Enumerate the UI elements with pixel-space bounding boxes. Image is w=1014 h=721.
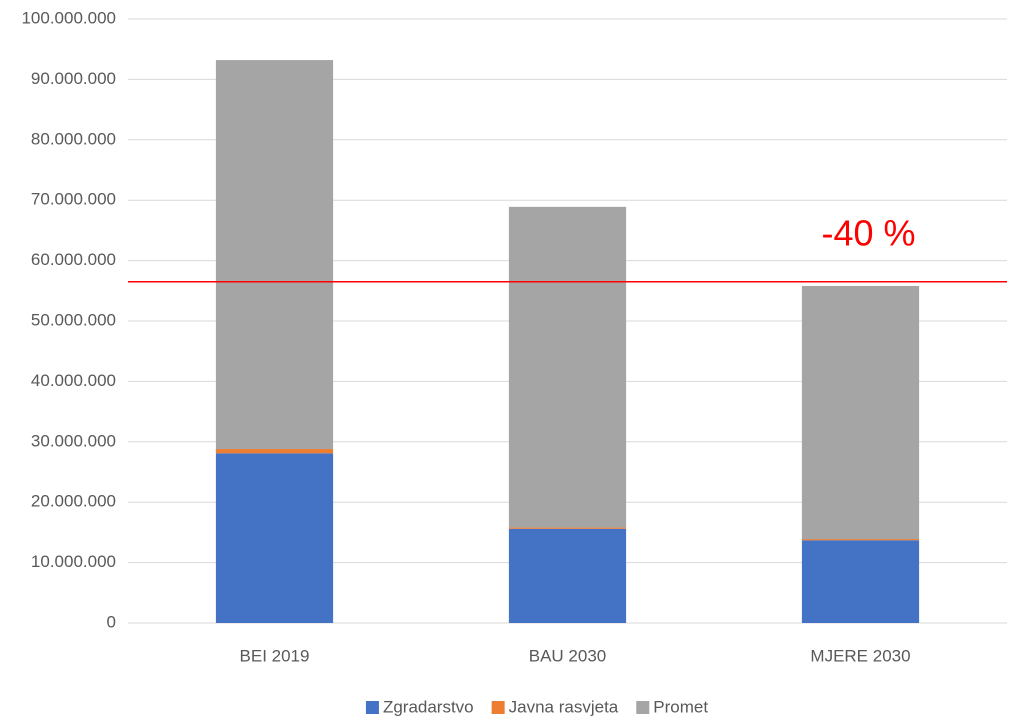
y-tick-label: 50.000.000	[31, 310, 116, 329]
bar-segment	[508, 528, 627, 623]
bar-segment	[801, 540, 920, 623]
y-tick-label: 60.000.000	[31, 250, 116, 269]
legend-swatch	[365, 701, 379, 714]
legend-swatch	[491, 701, 505, 714]
bar-segment	[508, 206, 627, 528]
y-tick-label: 100.000.000	[21, 8, 116, 27]
bar-segment	[801, 285, 920, 540]
y-tick-label: 30.000.000	[31, 431, 116, 450]
x-tick-label: BAU 2030	[529, 646, 607, 665]
legend-swatch	[636, 701, 650, 714]
legend-label: Zgradarstvo	[383, 697, 474, 716]
bar-segment	[215, 453, 334, 623]
bar-segment	[508, 527, 627, 529]
y-tick-label: 10.000.000	[31, 552, 116, 571]
x-tick-label: MJERE 2030	[810, 646, 910, 665]
y-tick-label: 70.000.000	[31, 190, 116, 209]
bar-segment	[215, 449, 334, 454]
x-tick-label: BEI 2019	[240, 646, 310, 665]
y-tick-label: 20.000.000	[31, 492, 116, 511]
y-tick-label: 80.000.000	[31, 129, 116, 148]
bar-segment	[801, 539, 920, 541]
legend-label: Javna rasvjeta	[509, 697, 619, 716]
bar-segment	[215, 60, 334, 450]
annotation: -40 %	[821, 212, 915, 253]
y-tick-label: 0	[107, 612, 116, 631]
y-tick-label: 40.000.000	[31, 371, 116, 390]
y-tick-label: 90.000.000	[31, 69, 116, 88]
legend-label: Promet	[653, 697, 708, 716]
